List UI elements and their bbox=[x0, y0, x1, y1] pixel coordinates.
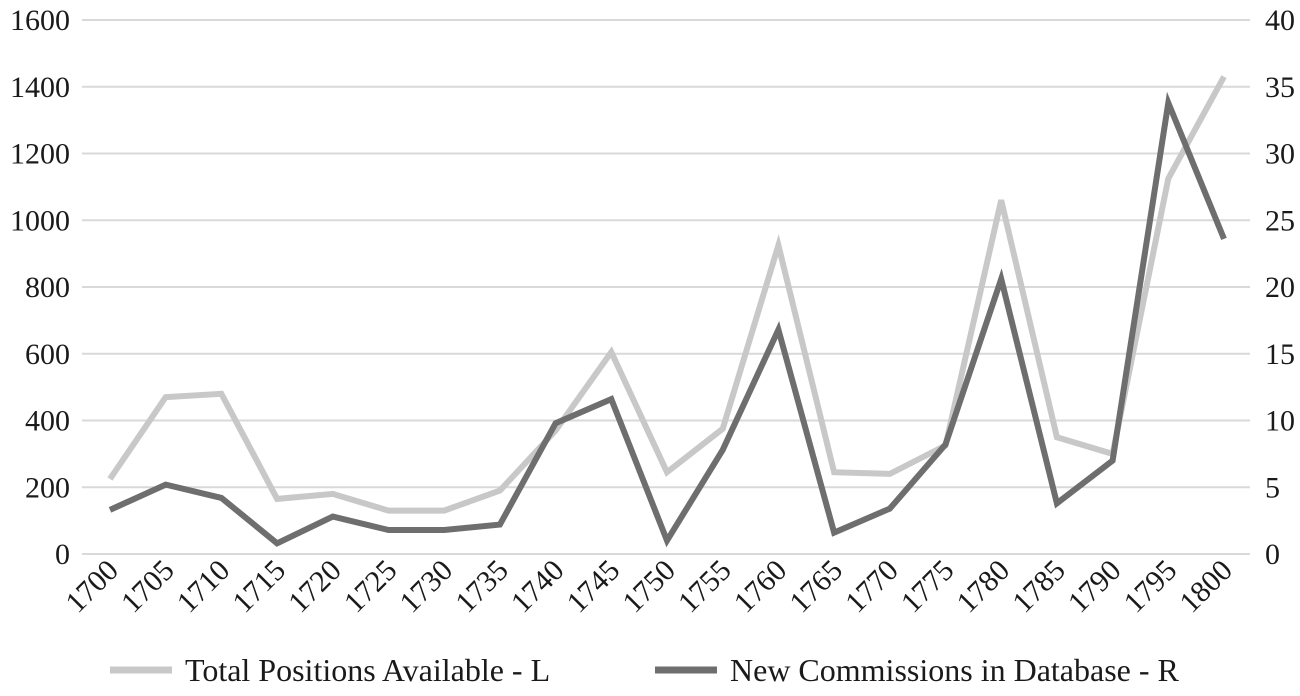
left-tick-label: 800 bbox=[25, 271, 70, 304]
right-tick-label: 40 bbox=[1265, 4, 1295, 37]
x-tick-label: 1800 bbox=[1173, 554, 1239, 620]
x-tick-label: 1710 bbox=[171, 554, 237, 620]
right-tick-label: 0 bbox=[1265, 538, 1280, 571]
x-tick-label: 1795 bbox=[1117, 554, 1183, 620]
x-tick-label: 1705 bbox=[115, 554, 181, 620]
left-axis-ticks: 0 200 400 600 800 1000 1200 1400 1600 bbox=[10, 4, 70, 571]
x-tick-label: 1760 bbox=[728, 554, 794, 620]
x-tick-label: 1730 bbox=[393, 554, 459, 620]
x-axis-ticks: 1700170517101715172017251730173517401745… bbox=[59, 554, 1239, 620]
left-tick-label: 1600 bbox=[10, 4, 70, 37]
x-tick-label: 1755 bbox=[672, 554, 738, 620]
x-tick-label: 1790 bbox=[1062, 554, 1128, 620]
left-tick-label: 0 bbox=[55, 538, 70, 571]
legend-label: Total Positions Available - L bbox=[185, 652, 550, 688]
legend-label: New Commissions in Database - R bbox=[730, 652, 1180, 688]
x-tick-label: 1720 bbox=[282, 554, 348, 620]
right-tick-label: 35 bbox=[1265, 71, 1295, 104]
x-tick-label: 1745 bbox=[560, 554, 626, 620]
x-tick-label: 1715 bbox=[226, 554, 292, 620]
left-tick-label: 1400 bbox=[10, 71, 70, 104]
legend-item: Total Positions Available - L bbox=[110, 652, 550, 688]
right-tick-label: 25 bbox=[1265, 204, 1295, 237]
right-tick-label: 30 bbox=[1265, 138, 1295, 171]
series-line-2 bbox=[108, 91, 1227, 548]
x-tick-label: 1780 bbox=[950, 554, 1016, 620]
series-lines bbox=[107, 75, 1227, 548]
x-tick-label: 1750 bbox=[616, 554, 682, 620]
x-tick-label: 1785 bbox=[1006, 554, 1072, 620]
x-tick-label: 1725 bbox=[338, 554, 404, 620]
left-tick-label: 600 bbox=[25, 338, 70, 371]
left-tick-label: 400 bbox=[25, 405, 70, 438]
left-tick-label: 1200 bbox=[10, 138, 70, 171]
legend: Total Positions Available - L New Commiss… bbox=[110, 652, 1180, 688]
right-axis-ticks: 0 5 10 15 20 25 30 35 40 bbox=[1265, 4, 1295, 571]
right-tick-label: 10 bbox=[1265, 405, 1295, 438]
right-tick-label: 20 bbox=[1265, 271, 1295, 304]
x-tick-label: 1735 bbox=[449, 554, 515, 620]
right-tick-label: 15 bbox=[1265, 338, 1295, 371]
gridlines bbox=[82, 19, 1250, 555]
legend-item: New Commissions in Database - R bbox=[655, 652, 1180, 688]
left-tick-label: 1000 bbox=[10, 204, 70, 237]
x-tick-label: 1765 bbox=[783, 554, 849, 620]
x-tick-label: 1740 bbox=[505, 554, 571, 620]
x-tick-label: 1775 bbox=[895, 554, 961, 620]
x-tick-label: 1770 bbox=[839, 554, 905, 620]
right-tick-label: 5 bbox=[1265, 471, 1280, 504]
series-line-1 bbox=[107, 75, 1227, 514]
left-tick-label: 200 bbox=[25, 471, 70, 504]
